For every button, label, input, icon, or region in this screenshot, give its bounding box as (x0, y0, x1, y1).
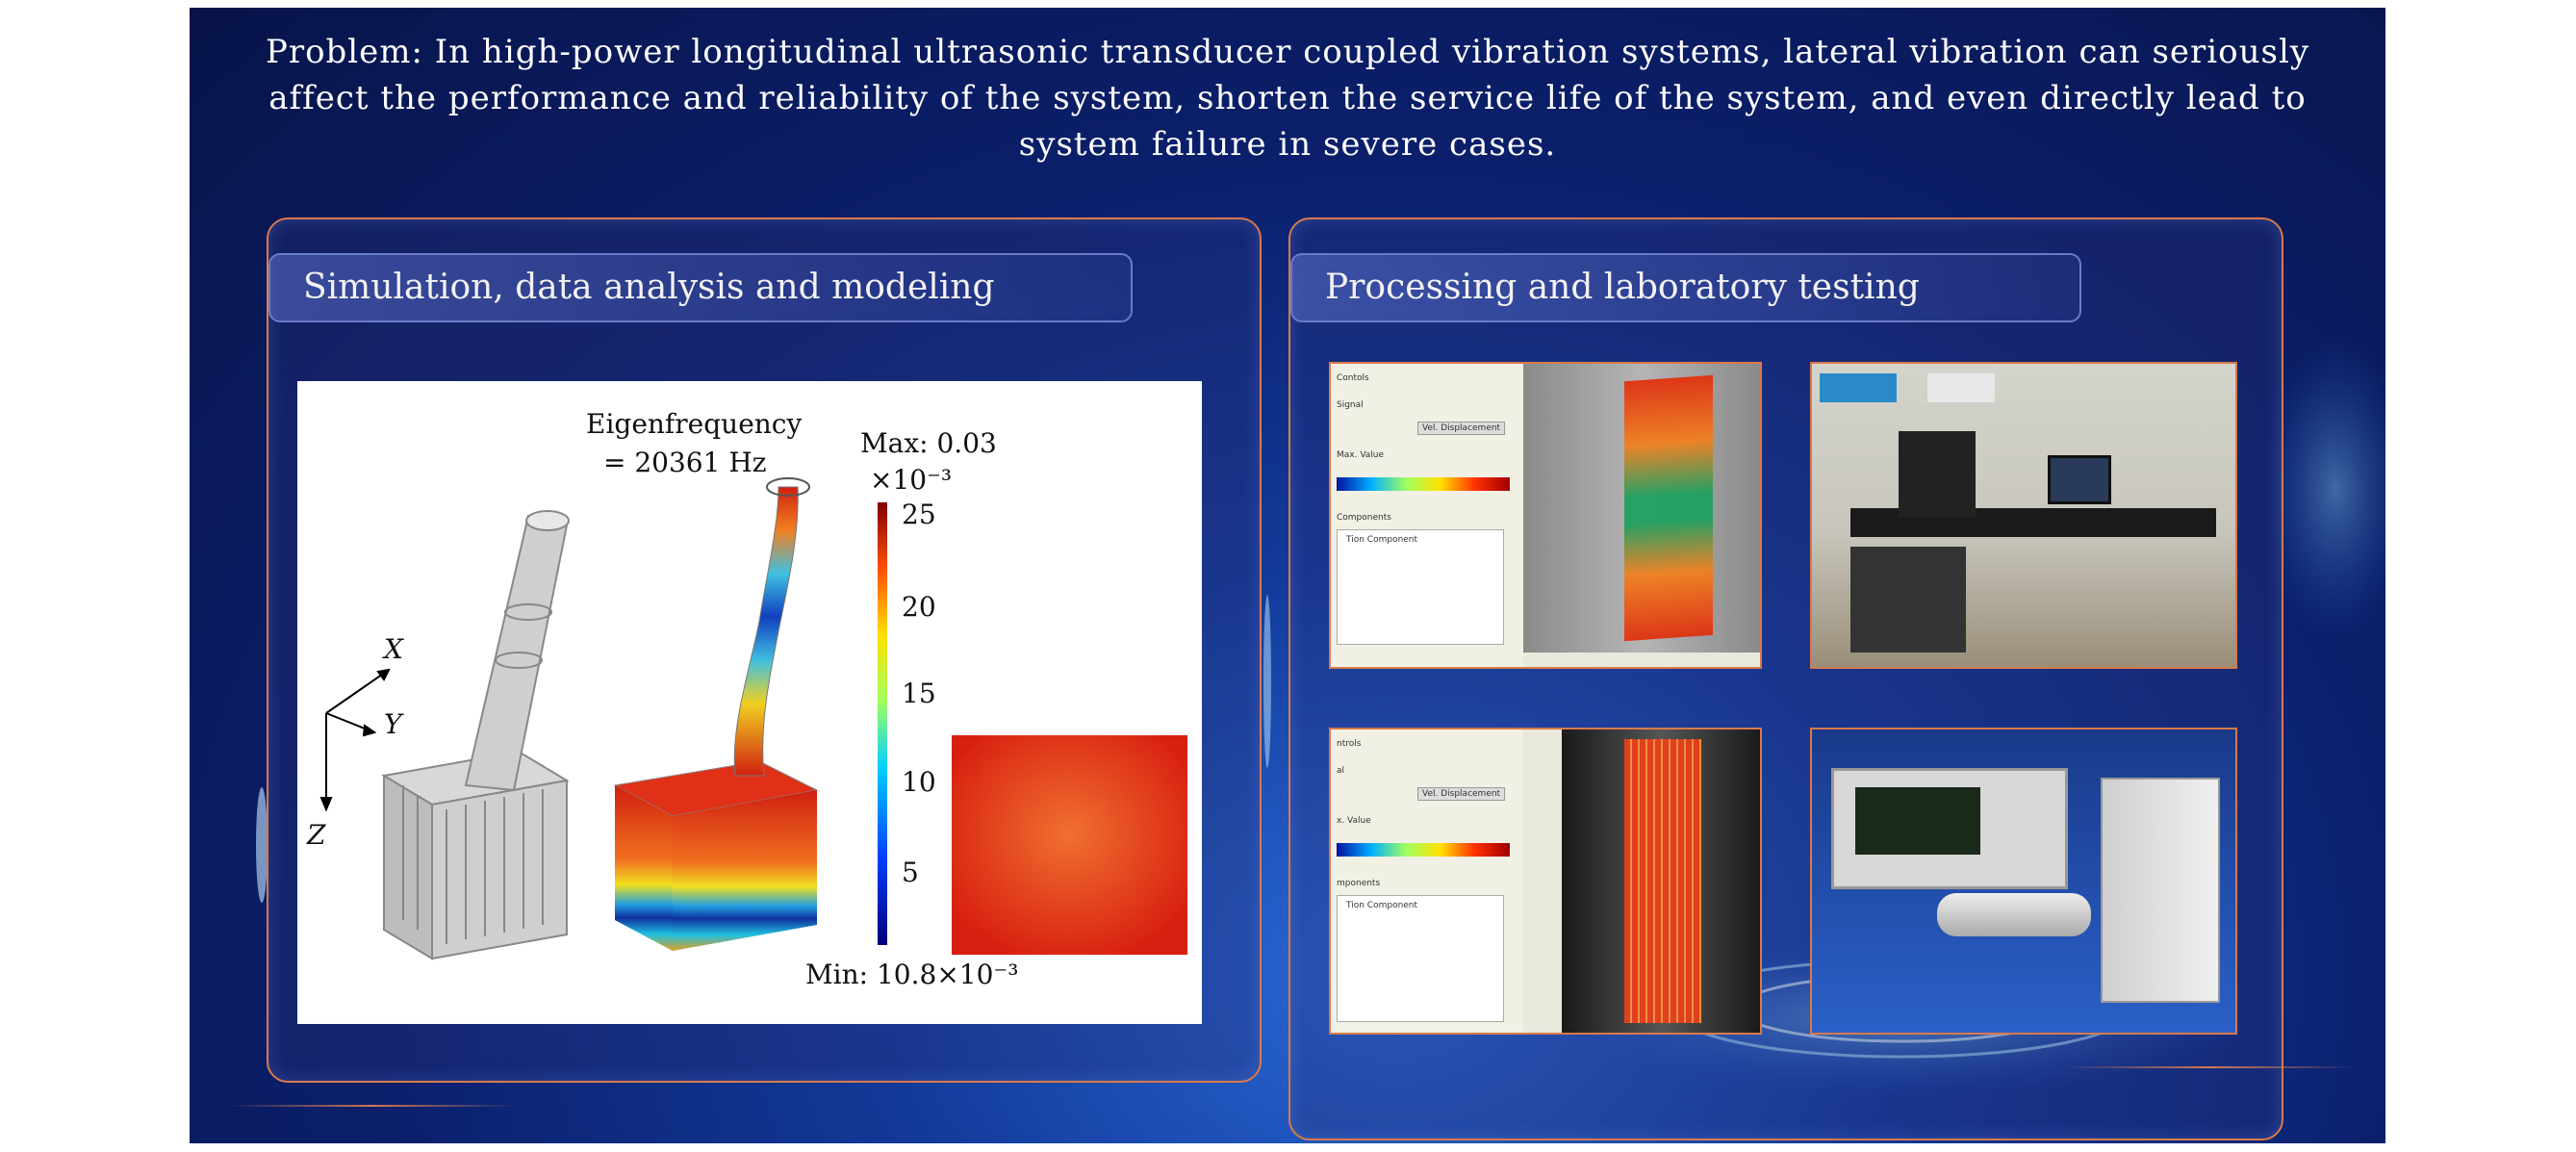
decorative-line (228, 1105, 517, 1107)
lab-poster (1927, 373, 1995, 402)
controls-label: Contols (1337, 373, 1369, 383)
component-item[interactable]: Tion Component (1346, 535, 1418, 545)
max-value-label: Max. Value (1337, 450, 1385, 460)
components-label: Components (1337, 513, 1391, 523)
mini-colorbar (1337, 843, 1510, 857)
poster-background: Problem: In high-power longitudinal ultr… (190, 8, 2385, 1143)
displacement-button[interactable]: Vel. Displacement (1417, 422, 1506, 435)
signal-label: al (1337, 766, 1345, 776)
power-amplifier (2101, 778, 2220, 1003)
instrument-photo (1810, 728, 2237, 1035)
vibrometer-screen-2: ntrols al Vel. Displacement x. Value mpo… (1329, 728, 1762, 1035)
simulation-panel: Simulation, data analysis and modeling (267, 218, 1262, 1083)
controls-label: ntrols (1337, 739, 1362, 749)
lab-poster (1820, 373, 1897, 402)
mini-colorbar (1337, 477, 1510, 491)
colorbar-max-label: Max: 0.03 (860, 427, 997, 459)
components-label: mponents (1337, 879, 1381, 888)
axis-y-label: Y (384, 708, 402, 740)
colorbar-tick: 25 (902, 499, 936, 530)
vibration-heatmap (1624, 739, 1701, 1023)
oscilloscope-screen (1855, 787, 1980, 855)
max-value-label: x. Value (1337, 816, 1371, 826)
transducer-cylinder (1937, 893, 2091, 936)
testing-panel: Processing and laboratory testing Contol… (1288, 218, 2283, 1140)
colorbar-min-label: Min: 10.8×10⁻³ (805, 959, 1019, 990)
colorbar-tick: 5 (902, 857, 919, 888)
testing-panel-title: Processing and laboratory testing (1290, 253, 2081, 322)
colorbar-scale-label: ×10⁻³ (870, 464, 953, 496)
axis-triad (319, 668, 391, 812)
eigenfrequency-label: Eigenfrequency (586, 408, 803, 440)
simulation-panel-title: Simulation, data analysis and modeling (268, 253, 1133, 322)
lab-device (1850, 547, 1966, 653)
signal-label: Signal (1337, 400, 1364, 410)
laboratory-photo (1810, 362, 2237, 669)
axis-z-label: Z (307, 819, 326, 851)
displacement-button[interactable]: Vel. Displacement (1417, 787, 1506, 801)
axis-x-label: X (384, 633, 403, 665)
lab-monitor (2048, 455, 2111, 504)
components-list (1337, 895, 1504, 1022)
gray-transducer-model (319, 477, 1187, 960)
components-list (1337, 529, 1504, 645)
lab-equipment (1899, 431, 1976, 518)
colorbar-tick: 15 (902, 678, 936, 709)
colorbar-tick: 20 (902, 591, 936, 623)
simulation-figure: X Y Z Eigenfrequency = 20361 Hz Max: 0.0… (297, 381, 1202, 1024)
vibrometer-screen-1: Contols Signal Vel. Displacement Max. Va… (1329, 362, 1762, 669)
decorative-line (2066, 1066, 2355, 1068)
vibration-heatmap (1624, 374, 1713, 642)
colorbar-tick: 10 (902, 766, 936, 798)
component-item[interactable]: Tion Component (1346, 901, 1418, 910)
eigenfrequency-value: = 20361 Hz (603, 447, 767, 478)
problem-statement: Problem: In high-power longitudinal ultr… (265, 33, 2310, 164)
